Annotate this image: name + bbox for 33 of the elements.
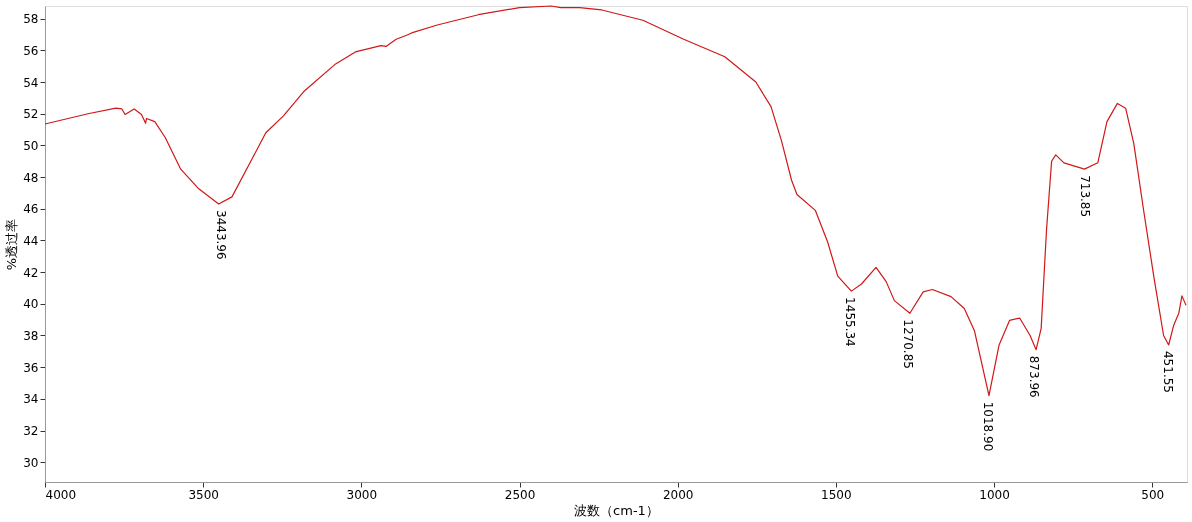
y-tick-label: 54	[23, 75, 39, 90]
annotation: 713.85	[1077, 175, 1092, 218]
x-tick-label: 3000	[346, 487, 378, 502]
y-tick-label: 48	[23, 170, 39, 185]
x-tick-label: 1000	[979, 487, 1010, 502]
y-tick-label: 52	[23, 107, 39, 122]
x-axis-title: 波数（cm-1）	[574, 502, 659, 518]
annotation: 1455.34	[842, 297, 857, 347]
annotation: 1270.85	[901, 319, 916, 369]
y-tick-label: 36	[23, 360, 39, 375]
annotation: 3443.96	[213, 210, 228, 260]
y-tick-label: 44	[23, 233, 39, 248]
x-tick-label: 2500	[504, 487, 536, 502]
annotation: 451.55	[1160, 350, 1175, 393]
y-tick-label: 40	[23, 297, 39, 312]
y-tick-label: 50	[23, 138, 39, 153]
y-tick-label: 46	[23, 202, 39, 217]
x-tick-label: 2000	[662, 487, 694, 502]
y-tick-label: 34	[23, 392, 39, 407]
y-tick-label: 32	[23, 424, 39, 439]
y-tick-label: 58	[23, 12, 39, 27]
y-axis-title: %透过率	[4, 218, 20, 271]
x-tick-label: 3500	[188, 487, 219, 502]
y-tick-label: 42	[23, 265, 39, 280]
y-tick-label: 30	[23, 455, 39, 470]
y-tick-label: 56	[23, 43, 39, 58]
x-tick-label: 500	[1141, 487, 1165, 502]
y-tick-label: 38	[23, 328, 39, 343]
x-tick-label: 4000	[45, 487, 77, 502]
annotation: 873.96	[1026, 355, 1041, 398]
x-tick-label: 1500	[821, 487, 852, 502]
annotation: 1018.90	[981, 401, 996, 452]
line-series	[44, 5, 1187, 397]
